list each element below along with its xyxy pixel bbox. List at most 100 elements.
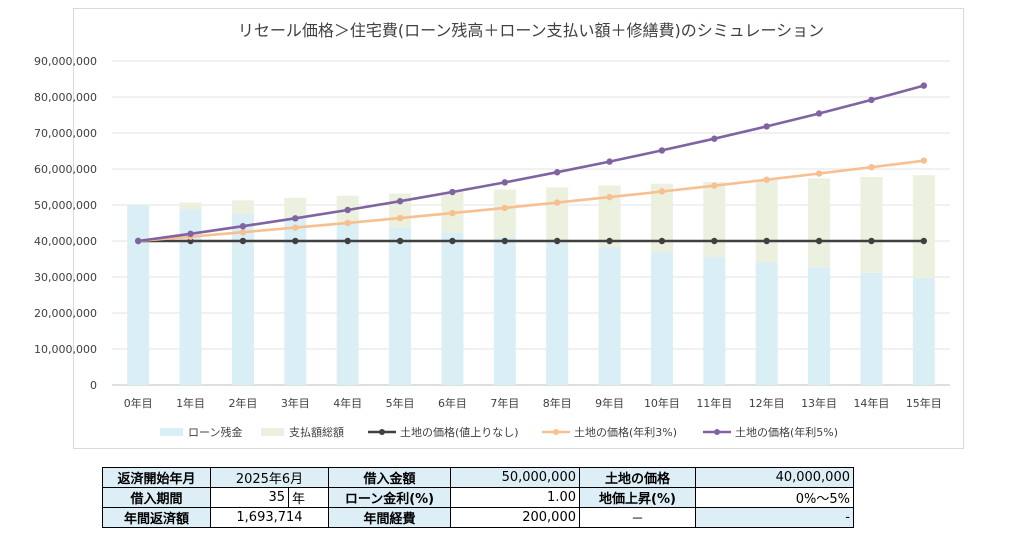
x-tick-label: 13年目 [801,396,837,410]
data-point [239,237,247,245]
y-tick-label: 40,000,000 [34,235,97,248]
legend-payment-total: 支払額総額 [289,425,344,439]
y-tick-label: 20,000,000 [34,307,97,320]
x-tick-label: 15年目 [906,396,942,410]
data-point [606,237,613,245]
bar-payment-total [284,197,307,219]
data-point [396,214,404,222]
data-point [920,237,928,245]
data-point [449,209,456,217]
y-tick-label: 30,000,000 [34,271,97,284]
bar-payment-total [860,176,883,273]
data-point [658,147,666,154]
bar-payment-total [546,187,569,243]
data-point [239,229,247,236]
loan-period-unit: 年 [288,487,329,508]
interest-rate-label: ローン金利(%) [328,487,451,508]
land-price-value: 40,000,000 [695,467,854,488]
bar-loan-balance [179,209,202,385]
data-point [920,157,928,164]
data-point [396,198,404,205]
data-point [606,158,613,165]
annual-repay-value: 1,693,714 [210,507,329,528]
bar-payment-total [912,175,935,278]
data-point [711,182,718,189]
data-point [763,176,770,183]
x-tick-label: 7年目 [490,396,519,410]
legend-loan-balance-swatch [160,428,183,436]
annual-cost-label: 年間経費 [328,507,451,528]
bar-loan-balance [441,232,464,385]
annual-repay-label: 年間返済額 [102,507,211,528]
bar-loan-balance [231,214,254,385]
data-point [711,135,718,142]
bar-loan-balance [650,252,673,385]
bar-payment-total [650,183,673,253]
data-point [187,230,194,237]
bar-loan-balance [389,227,412,385]
bar-payment-total [231,200,254,214]
data-point [815,170,823,177]
data-point [292,215,299,222]
line-land-5pct [138,84,925,243]
loan-amount-label: 借入金額 [328,467,451,488]
bar-loan-balance [127,205,150,385]
bar-loan-balance [755,262,778,385]
x-tick-label: 11年目 [696,396,732,410]
data-point [711,237,718,245]
x-tick-label: 9年目 [595,396,624,410]
table-row: 借入期間 35 年 ローン金利(%) 1.00 地価上昇(%) 0%～5% [102,487,854,508]
data-point [449,237,456,245]
legend-land-5pct-marker [714,429,720,435]
loan-period-label: 借入期間 [102,487,211,508]
x-tick-label: 10年目 [644,396,680,410]
data-point [868,163,875,171]
bar-loan-balance [912,277,935,385]
y-tick-label: 90,000,000 [34,55,97,68]
legend-land-flat-marker [379,429,385,435]
bar-loan-balance [860,272,883,385]
x-tick-label: 8年目 [543,396,572,410]
bar-loan-balance [336,223,359,385]
legend-land-3pct-marker [553,429,559,435]
y-tick-label: 80,000,000 [34,91,97,104]
x-tick-label: 0年目 [124,396,153,410]
x-tick-label: 1年目 [176,396,205,410]
data-point [868,237,875,245]
data-point [501,237,509,245]
land-rise-label: 地価上昇(%) [579,487,696,508]
x-tick-label: 4年目 [333,396,362,410]
bar-payment-total [179,202,202,210]
legend-payment-total-swatch [261,428,284,436]
data-point [501,179,509,186]
legend-land-5pct: 土地の価格(年利5%) [735,425,838,439]
loan-period-value: 35 [210,487,289,508]
bar-loan-balance [598,247,621,385]
bar-payment-total [703,181,726,258]
empty-cell-dash: － [579,507,696,528]
line-land-3pct [138,159,924,243]
land-price-label: 土地の価格 [579,467,696,488]
data-point [344,237,351,245]
legend-land-3pct: 土地の価格(年利3%) [574,425,677,439]
data-point [292,237,299,245]
data-point [658,237,666,245]
data-point [553,199,561,206]
x-tick-label: 14年目 [853,396,889,410]
data-point [658,188,666,195]
y-tick-label: 10,000,000 [34,343,97,356]
bar-payment-total [808,178,831,268]
data-point [763,237,770,245]
data-point [501,204,509,212]
bar-loan-balance [546,242,569,385]
legend-land-flat: 土地の価格(値上りなし) [400,425,519,439]
data-point [344,219,351,227]
data-point [134,237,142,245]
x-tick-label: 6年目 [438,396,467,410]
annual-cost-value: 200,000 [450,507,580,528]
x-tick-label: 2年目 [228,396,257,410]
data-point [553,237,561,245]
data-point [815,110,823,117]
data-point [606,193,613,201]
data-point [239,223,247,230]
